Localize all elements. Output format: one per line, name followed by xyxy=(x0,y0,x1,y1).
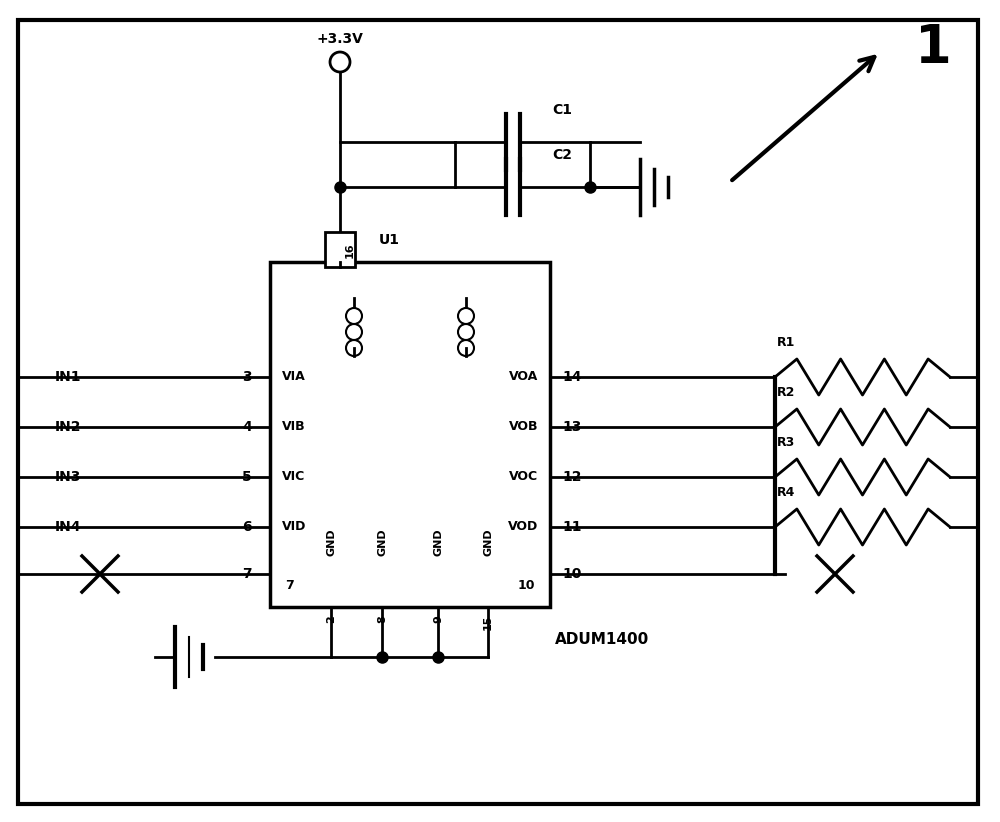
Text: 9: 9 xyxy=(433,615,443,623)
Text: IN2: IN2 xyxy=(55,420,82,434)
Text: VIA: VIA xyxy=(282,371,306,384)
Text: 3: 3 xyxy=(242,370,252,384)
Text: R3: R3 xyxy=(777,436,795,449)
Text: 5: 5 xyxy=(242,470,252,484)
Text: 15: 15 xyxy=(483,615,493,630)
Text: R1: R1 xyxy=(777,336,795,349)
Text: 11: 11 xyxy=(562,520,582,534)
Text: IN3: IN3 xyxy=(55,470,81,484)
Text: VOD: VOD xyxy=(508,520,538,533)
Text: 16: 16 xyxy=(345,242,355,258)
Text: GND: GND xyxy=(433,529,443,556)
Text: GND: GND xyxy=(327,529,337,556)
Text: C1: C1 xyxy=(552,103,572,117)
Text: IN4: IN4 xyxy=(55,520,82,534)
Text: 14: 14 xyxy=(562,370,582,384)
Text: ADUM1400: ADUM1400 xyxy=(555,632,649,647)
Text: GND: GND xyxy=(483,529,493,556)
Text: +3.3V: +3.3V xyxy=(317,32,363,46)
Text: R2: R2 xyxy=(777,386,795,399)
Text: 6: 6 xyxy=(242,520,252,534)
Text: 12: 12 xyxy=(562,470,582,484)
Text: VOC: VOC xyxy=(509,470,538,483)
Text: VOB: VOB xyxy=(509,421,538,433)
Bar xyxy=(325,232,355,267)
Text: 4: 4 xyxy=(242,420,252,434)
Text: R4: R4 xyxy=(777,486,795,499)
Text: 7: 7 xyxy=(242,567,252,581)
Text: GND: GND xyxy=(377,529,387,556)
Text: 10: 10 xyxy=(562,567,581,581)
Text: 13: 13 xyxy=(562,420,581,434)
Text: 8: 8 xyxy=(377,615,387,623)
Text: 1: 1 xyxy=(915,22,952,74)
Text: 7: 7 xyxy=(285,579,294,592)
Text: U1: U1 xyxy=(379,233,400,247)
Text: 10: 10 xyxy=(518,579,535,592)
Text: VIB: VIB xyxy=(282,421,306,433)
Text: 2: 2 xyxy=(326,615,336,623)
Text: VIC: VIC xyxy=(282,470,305,483)
Text: VOA: VOA xyxy=(509,371,538,384)
Text: C2: C2 xyxy=(552,148,572,162)
Text: IN1: IN1 xyxy=(55,370,82,384)
Bar xyxy=(270,262,550,607)
Text: VID: VID xyxy=(282,520,306,533)
